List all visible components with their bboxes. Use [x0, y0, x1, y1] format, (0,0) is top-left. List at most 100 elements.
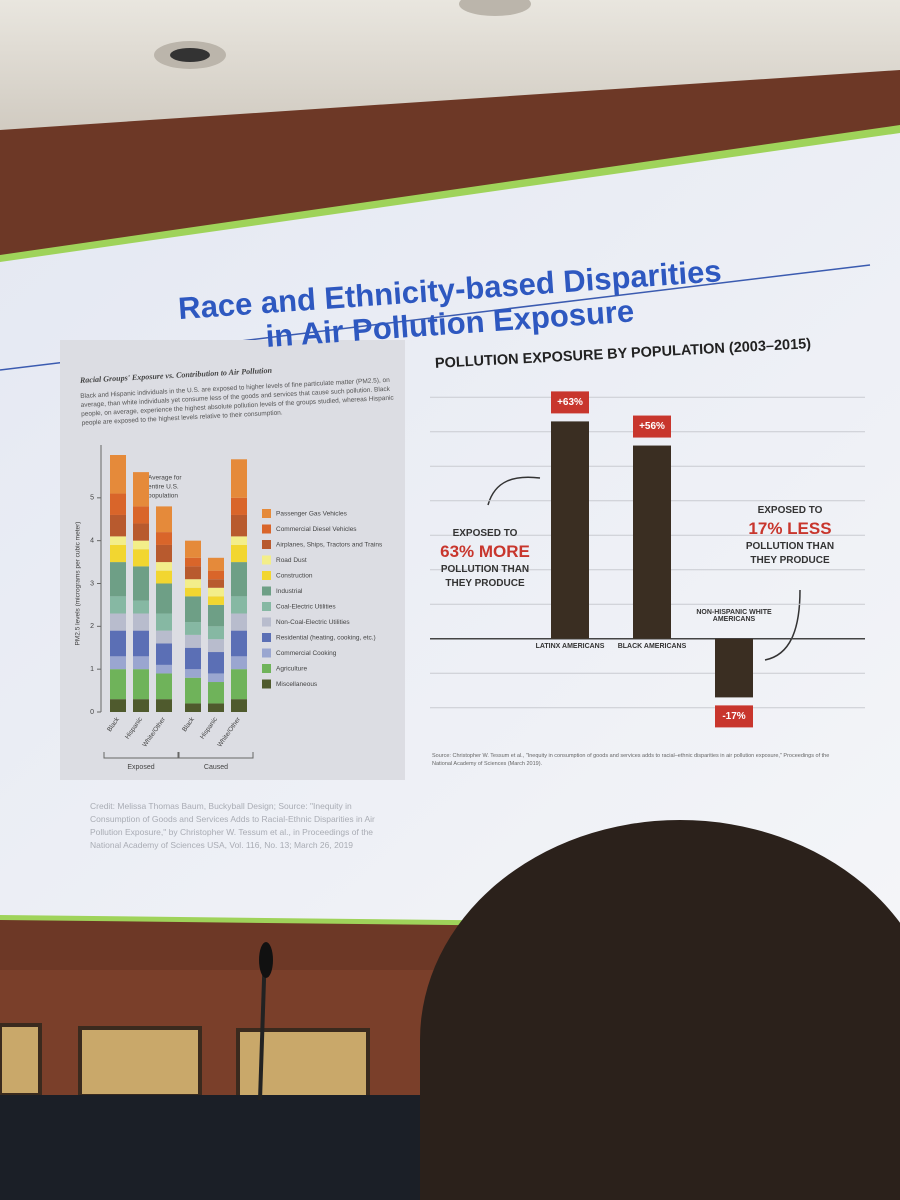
bar-segment — [156, 570, 172, 584]
category-label: LATINX AMERICANS — [535, 642, 605, 650]
bar-segment — [156, 544, 172, 563]
bar-segment — [208, 579, 224, 588]
value-label: -17% — [722, 711, 745, 722]
bar-segment — [185, 596, 201, 623]
bar-segment — [110, 669, 126, 700]
bar-segment — [231, 596, 247, 614]
annotation: 63% MORE — [440, 542, 530, 561]
bar-segment — [208, 652, 224, 674]
legend-label: Airplanes, Ships, Tractors and Trains — [276, 542, 383, 549]
light — [170, 48, 210, 62]
bar-segment — [185, 566, 201, 580]
legend-label: Construction — [276, 573, 313, 580]
group-label: Exposed — [127, 764, 154, 771]
bar-segment — [110, 536, 126, 545]
annotation: 17% LESS — [748, 519, 832, 538]
legend-label: Commercial Cooking — [276, 650, 337, 657]
y-tick-label: 3 — [90, 580, 94, 587]
y-tick-label: 4 — [90, 538, 94, 545]
bar-segment — [185, 647, 201, 670]
annotation: POLLUTION THAN — [440, 564, 530, 575]
legend-swatch — [262, 602, 271, 611]
bar — [551, 421, 589, 639]
annotation: THEY PRODUCE — [445, 578, 525, 589]
bar-segment — [231, 544, 247, 563]
bar-segment — [185, 669, 201, 678]
bar — [715, 638, 753, 698]
y-tick-label: 2 — [90, 623, 94, 630]
bar-segment — [231, 699, 247, 712]
legend-swatch — [262, 571, 271, 580]
annotation: population — [148, 493, 178, 500]
bar-segment — [133, 630, 149, 657]
value-label: +56% — [639, 421, 665, 432]
value-label: +63% — [557, 397, 583, 408]
bar-segment — [156, 630, 172, 644]
legend-swatch — [262, 679, 271, 689]
bar-segment — [231, 630, 247, 657]
bar-segment — [185, 634, 201, 648]
bar-segment — [156, 643, 172, 665]
bar-segment — [110, 656, 126, 670]
annotation: entire U.S. — [148, 484, 179, 491]
bar-segment — [185, 622, 201, 635]
bar-segment — [208, 703, 224, 712]
bar-segment — [208, 604, 224, 627]
legend-swatch — [262, 586, 271, 596]
annotation: EXPOSED TO — [757, 505, 823, 516]
legend-swatch — [262, 555, 271, 565]
bar-segment — [156, 664, 172, 674]
bar-segment — [185, 557, 201, 567]
bar-segment — [231, 514, 247, 537]
bar-segment — [133, 523, 149, 541]
legend-label: Commercial Diesel Vehicles — [276, 526, 357, 533]
microphone — [259, 942, 273, 978]
bar-segment — [208, 639, 224, 653]
bar-segment — [110, 514, 126, 537]
bar-segment — [185, 540, 201, 558]
bar-segment — [231, 656, 247, 670]
bar-segment — [156, 532, 172, 545]
bar-segment — [231, 669, 247, 700]
bar-segment — [110, 613, 126, 631]
bar-segment — [133, 549, 149, 567]
annotation: POLLUTION THAN — [745, 541, 835, 552]
legend-label: Road Dust — [276, 557, 307, 564]
bar-segment — [110, 493, 126, 515]
bar-segment — [208, 557, 224, 571]
bar-segment — [231, 497, 247, 515]
bar-segment — [110, 455, 126, 494]
annotation: Average for — [148, 475, 182, 482]
head — [420, 1040, 900, 1200]
bar-segment — [156, 699, 172, 712]
bar-segment — [133, 506, 149, 524]
legend-swatch — [262, 664, 271, 673]
chair — [0, 1023, 42, 1097]
legend-label: Coal-Electric Utilities — [276, 604, 336, 611]
bar-segment — [133, 600, 149, 614]
annotation: EXPOSED TO — [452, 528, 518, 539]
legend-label: Residential (heating, cooking, etc.) — [276, 635, 376, 642]
bar-segment — [185, 677, 201, 704]
bar-segment — [231, 562, 247, 597]
bar-segment — [133, 669, 149, 700]
chair — [78, 1026, 202, 1098]
source: Source: Christopher W. Tessum et al., "I… — [432, 753, 830, 767]
legend-label: Non-Coal-Electric Utilities — [276, 619, 350, 626]
legend-label: Industrial — [276, 588, 303, 595]
bar-segment — [208, 626, 224, 640]
y-tick-label: 1 — [90, 666, 94, 673]
bar-segment — [208, 587, 224, 597]
legend-swatch — [262, 509, 271, 518]
legend-swatch — [262, 648, 271, 658]
bar-segment — [208, 570, 224, 580]
bar-segment — [185, 579, 201, 588]
light — [459, 0, 531, 16]
bar-segment — [231, 613, 247, 631]
bar-segment — [110, 596, 126, 614]
bar-segment — [208, 673, 224, 683]
bar-segment — [156, 673, 172, 700]
value-label-box — [715, 705, 753, 728]
